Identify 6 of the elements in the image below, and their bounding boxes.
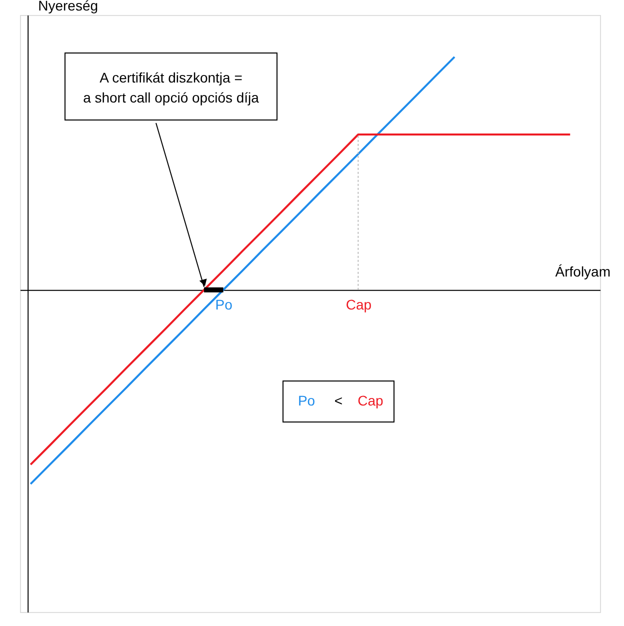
x-axis-title: Árfolyam (555, 263, 610, 280)
x-tick-label: Po (215, 296, 233, 312)
text: Po < Cap (298, 392, 384, 408)
x-tick-label: Cap (346, 296, 372, 312)
y-axis-title: Nyereség (38, 0, 98, 14)
annotation: A certifikát diszkontja = a short call opció opciós díja (83, 70, 260, 106)
